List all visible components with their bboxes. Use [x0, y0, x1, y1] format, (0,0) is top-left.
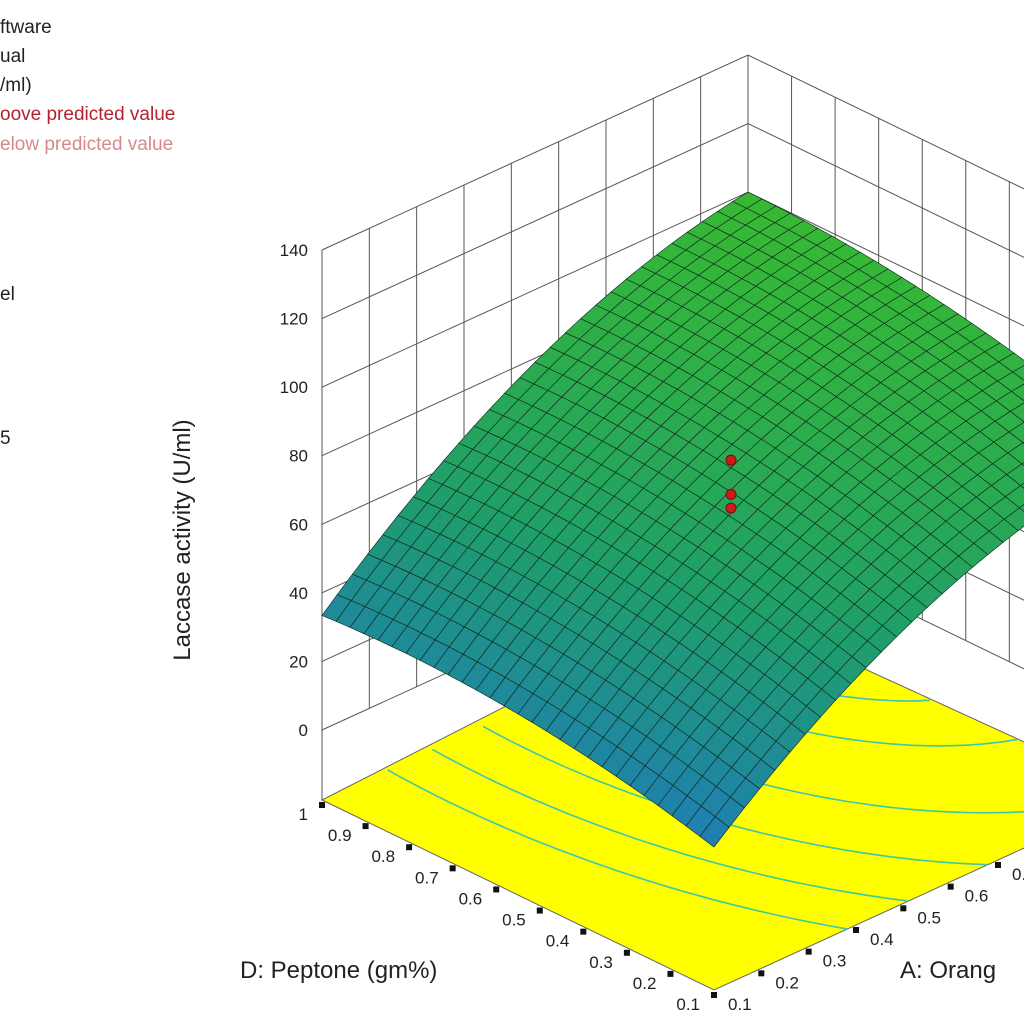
peptone-tick-label: 0.6: [459, 889, 483, 908]
legend-line-model: el: [0, 284, 15, 305]
orange-tick-label: 0.1: [728, 995, 752, 1014]
orange-tick-label: 0.6: [965, 887, 989, 906]
design-point: [725, 488, 737, 500]
surface-facet: [997, 371, 1024, 392]
orange-tick-label: 0.4: [870, 930, 894, 949]
orange-tick-label: 0.2: [775, 973, 799, 992]
peptone-tick-label: 1: [299, 805, 308, 824]
response-surface: [321, 191, 1024, 848]
peptone-tick-label: 0.4: [546, 932, 570, 951]
orange-tick-mark: [805, 948, 812, 955]
surface-facet: [1021, 462, 1024, 466]
peptone-tick-mark: [623, 949, 630, 956]
z-tick-label: 0: [299, 721, 308, 740]
peptone-tick-label: 0.2: [633, 974, 657, 993]
surface-facet: [1011, 383, 1024, 402]
z-tick-label: 80: [289, 447, 308, 466]
peptone-tick-mark: [493, 886, 500, 893]
peptone-tick-label: 0.3: [589, 953, 613, 972]
surface-facet: [1007, 442, 1024, 465]
legend-line-software: ftware: [0, 17, 52, 38]
z-tick-label: 60: [289, 515, 308, 534]
peptone-tick-mark: [667, 970, 674, 977]
z-axis-label: Laccase activity (U/ml): [169, 419, 196, 660]
grid-line-horizontal: [321, 54, 1024, 251]
peptone-tick-label: 0.7: [415, 868, 439, 887]
legend-line-below-predicted: elow predicted value: [0, 134, 174, 155]
legend-line-units: /ml): [0, 75, 32, 96]
floor-contour-line: [432, 748, 909, 902]
design-point: [725, 502, 737, 514]
orange-tick-mark: [900, 905, 907, 912]
surface-facet: [1019, 504, 1024, 512]
orange-tick-label: 0.7: [1012, 865, 1024, 884]
design-point: [725, 454, 737, 466]
legend-line-value: 5: [0, 428, 11, 449]
axis-labels: Laccase activity (U/ml) D: Peptone (gm%) A…: [169, 419, 996, 984]
legend-line-actual: ual: [0, 46, 26, 67]
orange-tick-mark: [711, 992, 717, 998]
z-tick-label: 20: [289, 652, 308, 671]
orange-tick-mark: [947, 883, 954, 890]
peptone-tick-mark: [319, 802, 325, 808]
surface-facet: [1020, 482, 1024, 489]
orange-tick-label: 0.3: [823, 952, 847, 971]
peptone-tick-mark: [362, 823, 369, 830]
surface-facet: [1003, 507, 1024, 531]
peptone-tick-mark: [449, 865, 456, 872]
surface-facet: [1012, 365, 1024, 381]
orange-tick-mark: [995, 862, 1001, 868]
surface-facet: [998, 352, 1024, 373]
orange-axis-label: A: Orang: [900, 957, 996, 984]
z-tick-label: 120: [280, 310, 308, 329]
peptone-axis-label: D: Peptone (gm%): [240, 957, 437, 984]
orange-tick-mark: [853, 927, 859, 933]
peptone-tick-mark: [536, 907, 543, 914]
surface-facet: [1005, 485, 1024, 509]
peptone-tick-label: 0.9: [328, 826, 352, 845]
peptone-tick-label: 0.8: [371, 847, 395, 866]
orange-tick-label: 0.5: [917, 908, 941, 927]
peptone-tick-mark: [580, 928, 587, 935]
peptone-tick-label: 0.5: [502, 911, 526, 930]
surface-facet: [995, 391, 1024, 412]
surface-facet: [1009, 402, 1024, 423]
z-tick-label: 100: [280, 378, 308, 397]
peptone-tick-label: 0.1: [676, 995, 700, 1014]
design-points: [725, 454, 737, 514]
axis-ticks: 0 20 40 60 80 100 120 140 1 0.9 0.8 0.7 0.6 0.5 0.4 0.3…: [280, 241, 1024, 1014]
floor-contour-line: [387, 769, 848, 930]
legend-line-above-predicted: oove predicted value: [0, 104, 176, 125]
surface-facet: [1006, 463, 1024, 486]
z-tick-label: 140: [280, 241, 308, 260]
surface-facet: [1008, 421, 1024, 444]
peptone-tick-mark: [406, 844, 413, 851]
z-tick-label: 40: [289, 584, 308, 603]
orange-tick-mark: [758, 970, 765, 977]
